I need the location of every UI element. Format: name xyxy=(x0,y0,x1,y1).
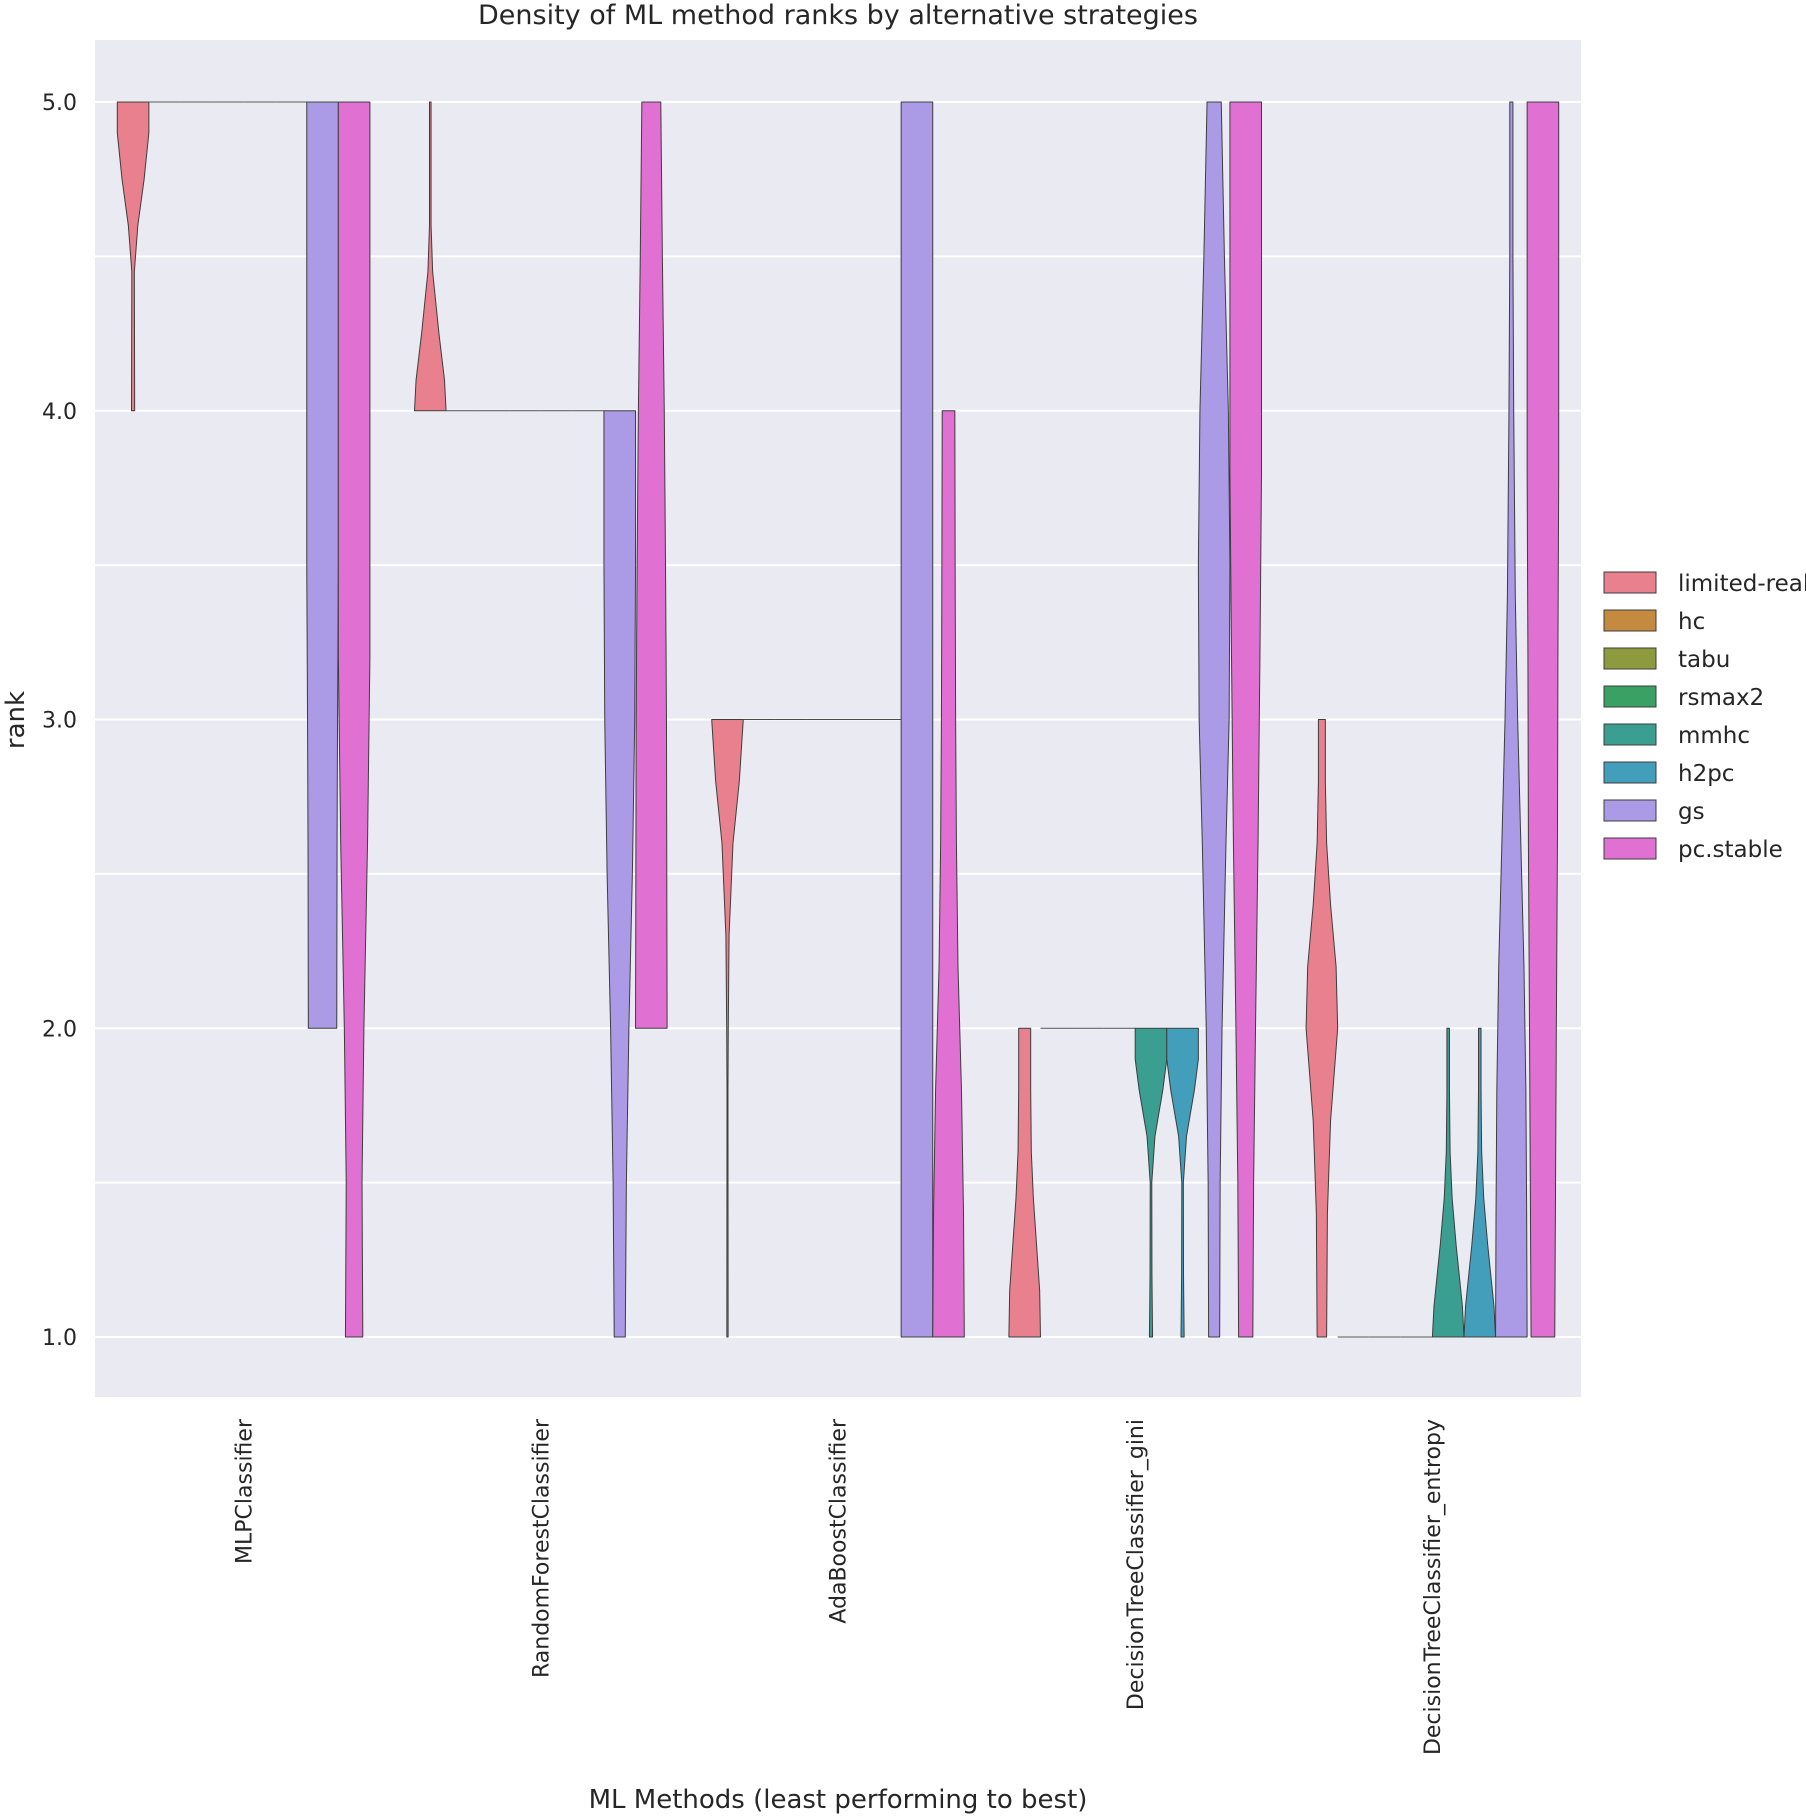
legend-label-gs: gs xyxy=(1678,799,1705,825)
x-tick-label-decisiontreeclassifier-gini: DecisionTreeClassifier_gini xyxy=(1124,1419,1149,1710)
legend-label-h2pc: h2pc xyxy=(1678,761,1734,787)
y-axis-label: rank xyxy=(1,691,31,749)
violin-decisiontreeclassifier-gini-pc-stable xyxy=(1229,101,1263,1338)
legend-swatch-hc xyxy=(1603,609,1657,632)
violin-decisiontreeclassifier-entropy-pc-stable xyxy=(1526,101,1560,1338)
violin-decisiontreeclassifier-gini-gs xyxy=(1197,101,1231,1338)
x-axis-label: ML Methods (least performing to best) xyxy=(589,1785,1088,1815)
violin-adaboostclassifier-limited-real xyxy=(711,719,744,1338)
legend-label-tabu: tabu xyxy=(1678,647,1730,673)
violin-randomforestclassifier-gs xyxy=(603,410,637,1338)
violin-decisiontreeclassifier-entropy-gs xyxy=(1495,101,1528,1338)
violin-decisiontreeclassifier-entropy-limited-real xyxy=(1305,719,1339,1338)
violin-decisiontreeclassifier-gini-h2pc xyxy=(1166,1027,1199,1338)
violin-mlpclassifier-pc-stable xyxy=(337,101,371,1338)
legend-label-mmhc: mmhc xyxy=(1678,723,1750,749)
x-tick-label-adaboostclassifier: AdaBoostClassifier xyxy=(827,1418,852,1624)
y-tick-label: 5.0 xyxy=(42,91,77,116)
violin-mlpclassifier-limited-real xyxy=(116,101,150,412)
violin-mlpclassifier-gs xyxy=(306,101,339,1029)
legend-label-rsmax2: rsmax2 xyxy=(1678,685,1764,711)
y-ticks: 1.0 2.0 3.0 4.0 5.0 xyxy=(42,91,77,1351)
legend-swatch-h2pc xyxy=(1603,761,1657,784)
legend-label-limited-real: limited-real xyxy=(1678,571,1806,597)
legend-swatch-limited-real xyxy=(1603,571,1657,594)
violin-adaboostclassifier-pc-stable xyxy=(932,410,965,1338)
y-tick-label: 4.0 xyxy=(42,400,77,425)
legend-swatch-tabu xyxy=(1603,647,1657,670)
x-ticks: MLPClassifier RandomForestClassifier AdaBo… xyxy=(232,1418,1446,1755)
violin-decisiontreeclassifier-entropy-h2pc xyxy=(1463,1027,1497,1338)
x-tick-label-randomforestclassifier: RandomForestClassifier xyxy=(529,1418,554,1678)
violins xyxy=(116,101,1560,1338)
legend-swatch-gs xyxy=(1603,799,1657,822)
violin-decisiontreeclassifier-gini-mmhc xyxy=(1134,1027,1168,1338)
legend-label-pc-stable: pc.stable xyxy=(1678,837,1783,863)
violin-decisiontreeclassifier-entropy-mmhc xyxy=(1431,1027,1465,1338)
violin-adaboostclassifier-gs xyxy=(900,101,934,1338)
x-tick-label-mlpclassifier: MLPClassifier xyxy=(232,1418,257,1564)
legend-swatch-pc-stable xyxy=(1603,837,1657,860)
x-tick-label-decisiontreeclassifier-entropy: DecisionTreeClassifier_entropy xyxy=(1421,1419,1446,1755)
legend-swatch-rsmax2 xyxy=(1603,685,1657,708)
y-tick-label: 3.0 xyxy=(42,709,77,734)
violin-randomforestclassifier-limited-real xyxy=(413,101,447,412)
legend-swatch-mmhc xyxy=(1603,723,1657,746)
legend-label-hc: hc xyxy=(1678,609,1705,635)
y-tick-label: 2.0 xyxy=(42,1017,77,1042)
y-tick-label: 1.0 xyxy=(42,1326,77,1351)
violin-randomforestclassifier-pc-stable xyxy=(635,101,668,1029)
chart-title: Density of ML method ranks by alternativ… xyxy=(478,0,1198,31)
violin-decisiontreeclassifier-gini-limited-real xyxy=(1008,1027,1041,1338)
legend: limited-real hc tabu rsmax2 mmhc h2pc gs pc.sta… xyxy=(1603,571,1806,863)
